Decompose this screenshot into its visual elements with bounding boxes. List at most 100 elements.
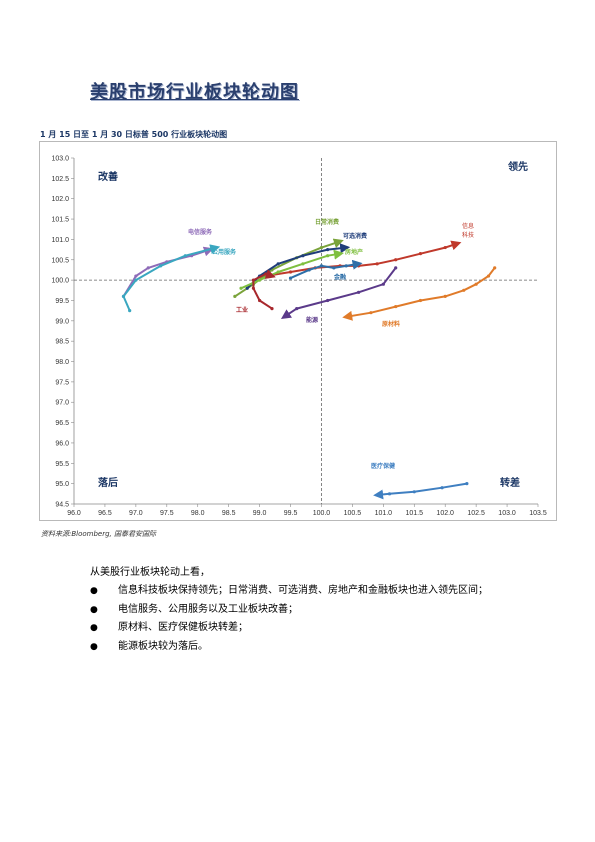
data-point [319, 245, 324, 250]
data-point [245, 286, 249, 290]
series-label: 公用服务 [212, 248, 237, 256]
list-item-text: 能源板块较为落后。 [118, 640, 208, 652]
data-point [258, 278, 262, 282]
data-point [332, 266, 336, 270]
data-point [326, 298, 330, 303]
data-point [319, 264, 324, 268]
x-tick-label: 100.5 [344, 510, 362, 517]
data-point [369, 311, 373, 315]
y-tick-label: 95.0 [55, 481, 69, 488]
data-point [412, 490, 416, 494]
list-item: ● 电信服务、公用服务以及工业板块改善； [90, 602, 520, 619]
y-tick-label: 99.5 [55, 298, 69, 305]
data-point [443, 245, 447, 250]
quadrant-label-lagging: 落后 [98, 476, 118, 489]
bullet-icon: ● [90, 641, 98, 652]
data-point [493, 266, 497, 270]
y-tick-label: 101.0 [51, 237, 69, 244]
data-point [251, 278, 256, 282]
data-point [270, 307, 274, 311]
x-tick-label: 100.0 [313, 510, 331, 517]
list-item: ● 原材料、医疗保健板块转差； [90, 620, 520, 637]
x-tick-label: 103.0 [498, 510, 516, 517]
quadrant-label-leading: 领先 [508, 160, 528, 173]
data-point [356, 290, 361, 294]
data-point [276, 262, 280, 266]
series-line [240, 249, 344, 290]
chart-frame: 103.0 102.5 102.0 101.5 101.0 100.5 100.0 99.5 9… [39, 141, 557, 521]
summary-list: ● 信息科技板块保持领先；日常消费、可选消费、房地产和金融板块也进入领先区间； ●… [90, 583, 520, 657]
data-point [128, 309, 132, 313]
data-point [251, 286, 256, 290]
list-item: ● 信息科技板块保持领先；日常消费、可选消费、房地产和金融板块也进入领先区间； [90, 583, 520, 600]
data-point [121, 294, 126, 298]
list-item-text: 信息科技板块保持领先；日常消费、可选消费、房地产和金融板块也进入领先区间； [118, 585, 488, 596]
intro-text: 从美股行业板块轮动上看， [90, 567, 210, 578]
x-tick-label: 97.5 [160, 510, 174, 517]
series-label: 医疗保健 [371, 462, 395, 470]
series-label: 原材料 [382, 320, 400, 328]
data-point [375, 262, 379, 266]
y-tick-label: 101.5 [51, 217, 69, 224]
data-point [239, 286, 243, 290]
data-point [301, 254, 305, 258]
page-title: 美股市场行业板块轮动图 [90, 82, 299, 103]
series-label: 科技 [462, 231, 474, 239]
data-point [326, 254, 330, 258]
data-point [134, 274, 138, 278]
y-tick-label: 100.0 [51, 278, 69, 285]
series-label: 日常消费 [315, 218, 339, 226]
data-point [146, 266, 150, 270]
data-point [394, 258, 398, 262]
x-tick-label: 96.0 [67, 510, 81, 517]
data-point [301, 262, 305, 266]
series-line [289, 259, 363, 280]
data-point [288, 276, 293, 280]
series-label: 工业 [236, 306, 248, 314]
x-tick-label: 102.5 [467, 510, 485, 517]
data-point [264, 272, 268, 276]
x-tick-label: 98.0 [191, 510, 205, 517]
data-point [394, 266, 398, 270]
data-point [440, 486, 444, 490]
series-line [342, 266, 496, 321]
bullet-icon: ● [90, 623, 98, 633]
data-point [418, 252, 423, 256]
rotation-chart: 103.0 102.5 102.0 101.5 101.0 100.5 100.0 99.5 9… [51, 156, 547, 518]
bullet-icon: ● [90, 604, 98, 615]
y-tick-label: 100.5 [51, 257, 69, 264]
data-point [258, 298, 262, 303]
y-tick-label: 103.0 [51, 156, 69, 163]
data-point [418, 298, 423, 303]
x-tick-label: 97.0 [129, 510, 143, 517]
data-point [183, 254, 187, 258]
y-tick-label: 95.5 [55, 461, 69, 468]
series-line [122, 246, 214, 298]
data-point [159, 264, 163, 268]
x-tick-label: 96.5 [98, 510, 112, 517]
data-point [276, 270, 280, 274]
data-point [233, 294, 237, 298]
y-tick-label: 97.0 [55, 400, 69, 407]
data-point [134, 278, 138, 282]
data-point [326, 247, 330, 252]
data-point [344, 264, 348, 268]
data-point [474, 282, 478, 286]
series-label: 可选消费 [343, 232, 367, 240]
source-note: 资料来源:Bloomberg, 国泰君安国际 [41, 530, 157, 538]
data-point [486, 274, 491, 278]
bullet-icon: ● [90, 586, 98, 596]
list-item: ● 能源板块较为落后。 [90, 639, 520, 656]
x-tick-label: 99.0 [253, 510, 267, 517]
y-tick-label: 102.0 [51, 196, 69, 203]
list-item-text: 原材料、医疗保健板块转差； [118, 622, 248, 633]
x-tick-label: 103.5 [529, 510, 547, 517]
series-label: 电信服务 [188, 228, 213, 236]
y-tick-label: 98.0 [55, 359, 69, 366]
data-point [295, 307, 299, 311]
data-point [443, 294, 447, 298]
x-tick-label: 101.5 [406, 510, 424, 517]
y-tick-label: 97.5 [55, 379, 69, 386]
x-tick-label: 98.5 [222, 510, 236, 517]
series-label: 信息 [462, 222, 474, 230]
